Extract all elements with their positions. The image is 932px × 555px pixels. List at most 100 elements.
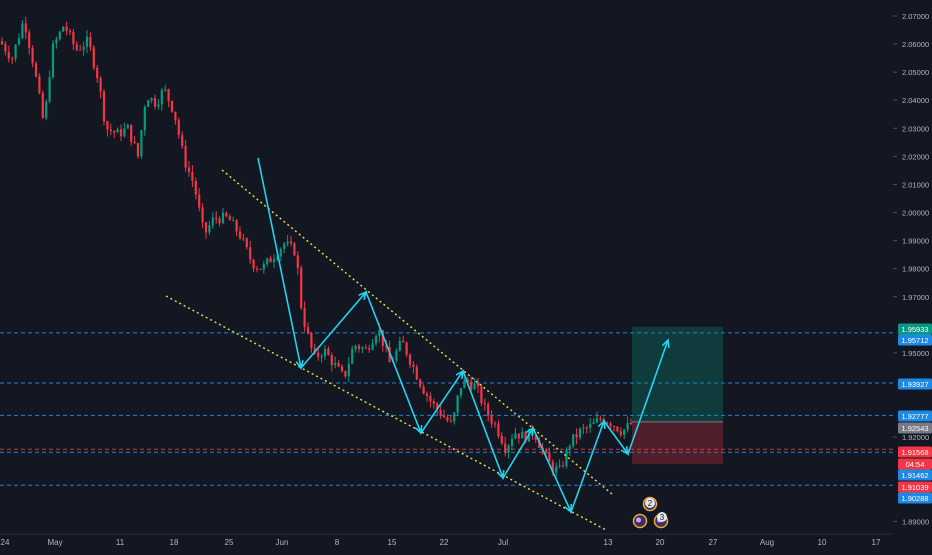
candle-body-141 xyxy=(140,130,143,157)
candle-body-60 xyxy=(58,31,61,40)
channel-lower-line[interactable] xyxy=(165,295,607,531)
candle-body-288 xyxy=(286,241,289,244)
x-tick-label-12: 27 xyxy=(709,538,718,547)
candle-body-505 xyxy=(504,443,507,453)
annotation-badges[interactable]: 23 xyxy=(632,496,669,529)
candle-body-376 xyxy=(374,336,378,344)
price-tag-9[interactable] xyxy=(898,492,932,504)
time-axis[interactable]: 24 May 11 18 25 Jun 8 15 22 Jul 13 20 27 Aug 10 17 xyxy=(0,533,932,550)
candle-body-546 xyxy=(544,450,548,453)
candle-body-240 xyxy=(238,231,242,238)
y-tick-label-13: 1.89000 xyxy=(902,517,929,526)
candle-body-63 xyxy=(62,26,65,32)
price-tag-8[interactable] xyxy=(898,481,932,493)
candle-body-5 xyxy=(4,44,7,52)
candle-body-267 xyxy=(266,258,269,264)
candle-body-451 xyxy=(449,420,452,422)
candle-body-631 xyxy=(629,422,633,424)
price-tag-label-4: 1.92543 xyxy=(901,424,928,433)
candle-body-114 xyxy=(113,131,116,133)
candle-body-485 xyxy=(483,403,486,405)
price-tag-5[interactable] xyxy=(898,446,932,458)
count-badge-label-0: 2 xyxy=(648,499,653,508)
candle-body-526 xyxy=(524,431,527,442)
candle-body-237 xyxy=(235,220,238,232)
candle-body-427 xyxy=(425,393,429,397)
candle-body-26 xyxy=(24,23,27,33)
candle-body-400 xyxy=(398,340,401,351)
candle-body-318 xyxy=(317,352,320,357)
x-tick-label-9: Jul xyxy=(498,538,508,547)
candle-body-410 xyxy=(408,354,412,365)
x-tick-label-0: 24 xyxy=(1,538,10,547)
price-tag-7[interactable] xyxy=(898,469,932,481)
price-tags: 1.95933 1.95712 1.93927 1.92777 1.92543 1.915… xyxy=(898,323,932,504)
price-tag-1[interactable] xyxy=(898,334,932,346)
candle-body-138 xyxy=(136,143,140,157)
candle-body-250 xyxy=(249,247,252,260)
x-tick-label-5: Jun xyxy=(276,538,289,547)
candle-body-458 xyxy=(456,395,459,413)
price-tag-6[interactable] xyxy=(898,458,932,470)
long-position-tool[interactable] xyxy=(632,326,723,465)
candle-body-342 xyxy=(340,366,344,372)
price-axis[interactable]: 2.07000 2.06000 2.05000 2.04000 2.03000 2.020… xyxy=(893,0,932,550)
candle-body-383 xyxy=(381,329,384,346)
price-tag-2[interactable] xyxy=(898,378,932,390)
zigzag-projection[interactable] xyxy=(257,157,670,515)
y-tick-label-2: 2.05000 xyxy=(902,68,929,77)
price-tag-label-9: 1.90288 xyxy=(901,494,928,503)
candle-body-206 xyxy=(204,222,208,233)
candle-body-172 xyxy=(170,100,174,112)
zigzag-arrowhead-8 xyxy=(597,419,606,430)
candle-body-498 xyxy=(497,423,500,436)
candle-body-260 xyxy=(259,268,262,270)
y-tick-label-0: 2.07000 xyxy=(902,12,929,21)
candle-body-162 xyxy=(160,90,163,105)
x-tick-label-1: May xyxy=(47,538,62,547)
candle-body-148 xyxy=(147,100,150,107)
candle-body-515 xyxy=(514,433,517,439)
price-tag-label-8: 1.91039 xyxy=(901,483,928,492)
candle-body-257 xyxy=(255,268,259,270)
candle-body-84 xyxy=(82,46,85,50)
candle-body-90 xyxy=(89,36,92,48)
y-tick-label-3: 2.04000 xyxy=(902,96,929,105)
candle-body-464 xyxy=(463,379,466,389)
candle-body-339 xyxy=(337,362,340,367)
descending-channel[interactable] xyxy=(165,169,613,531)
candle-body-203 xyxy=(201,207,204,223)
candle-body-33 xyxy=(31,47,34,64)
candlestick-series xyxy=(0,16,633,478)
candle-body-182 xyxy=(181,135,184,147)
price-tag-3[interactable] xyxy=(898,410,932,422)
candle-body-322 xyxy=(320,356,323,358)
candle-body-155 xyxy=(153,97,157,107)
zigzag-arrowhead-5 xyxy=(496,469,505,480)
price-tag-4[interactable] xyxy=(898,422,932,434)
candle-body-553 xyxy=(551,461,554,473)
candle-body-301 xyxy=(300,267,303,308)
profit-zone[interactable] xyxy=(632,326,723,422)
candle-body-189 xyxy=(187,167,191,172)
candle-body-243 xyxy=(242,237,245,239)
candle-body-169 xyxy=(167,89,170,101)
candle-body-420 xyxy=(419,379,422,387)
loss-zone[interactable] xyxy=(632,421,723,465)
candle-body-271 xyxy=(269,258,272,263)
candle-body-277 xyxy=(276,256,279,260)
candle-body-580 xyxy=(578,428,582,438)
zigzag-arrowhead-2 xyxy=(358,290,368,300)
candle-body-488 xyxy=(487,404,490,416)
x-tick-label-3: 18 xyxy=(170,538,179,547)
candle-body-199 xyxy=(198,194,201,208)
zigzag-arrowhead-6 xyxy=(525,426,534,437)
x-tick-label-7: 15 xyxy=(388,538,397,547)
price-tag-0[interactable] xyxy=(898,323,932,335)
candle-body-454 xyxy=(453,412,456,422)
count-badge-label-1: 3 xyxy=(660,513,665,522)
candle-body-70 xyxy=(68,30,72,32)
